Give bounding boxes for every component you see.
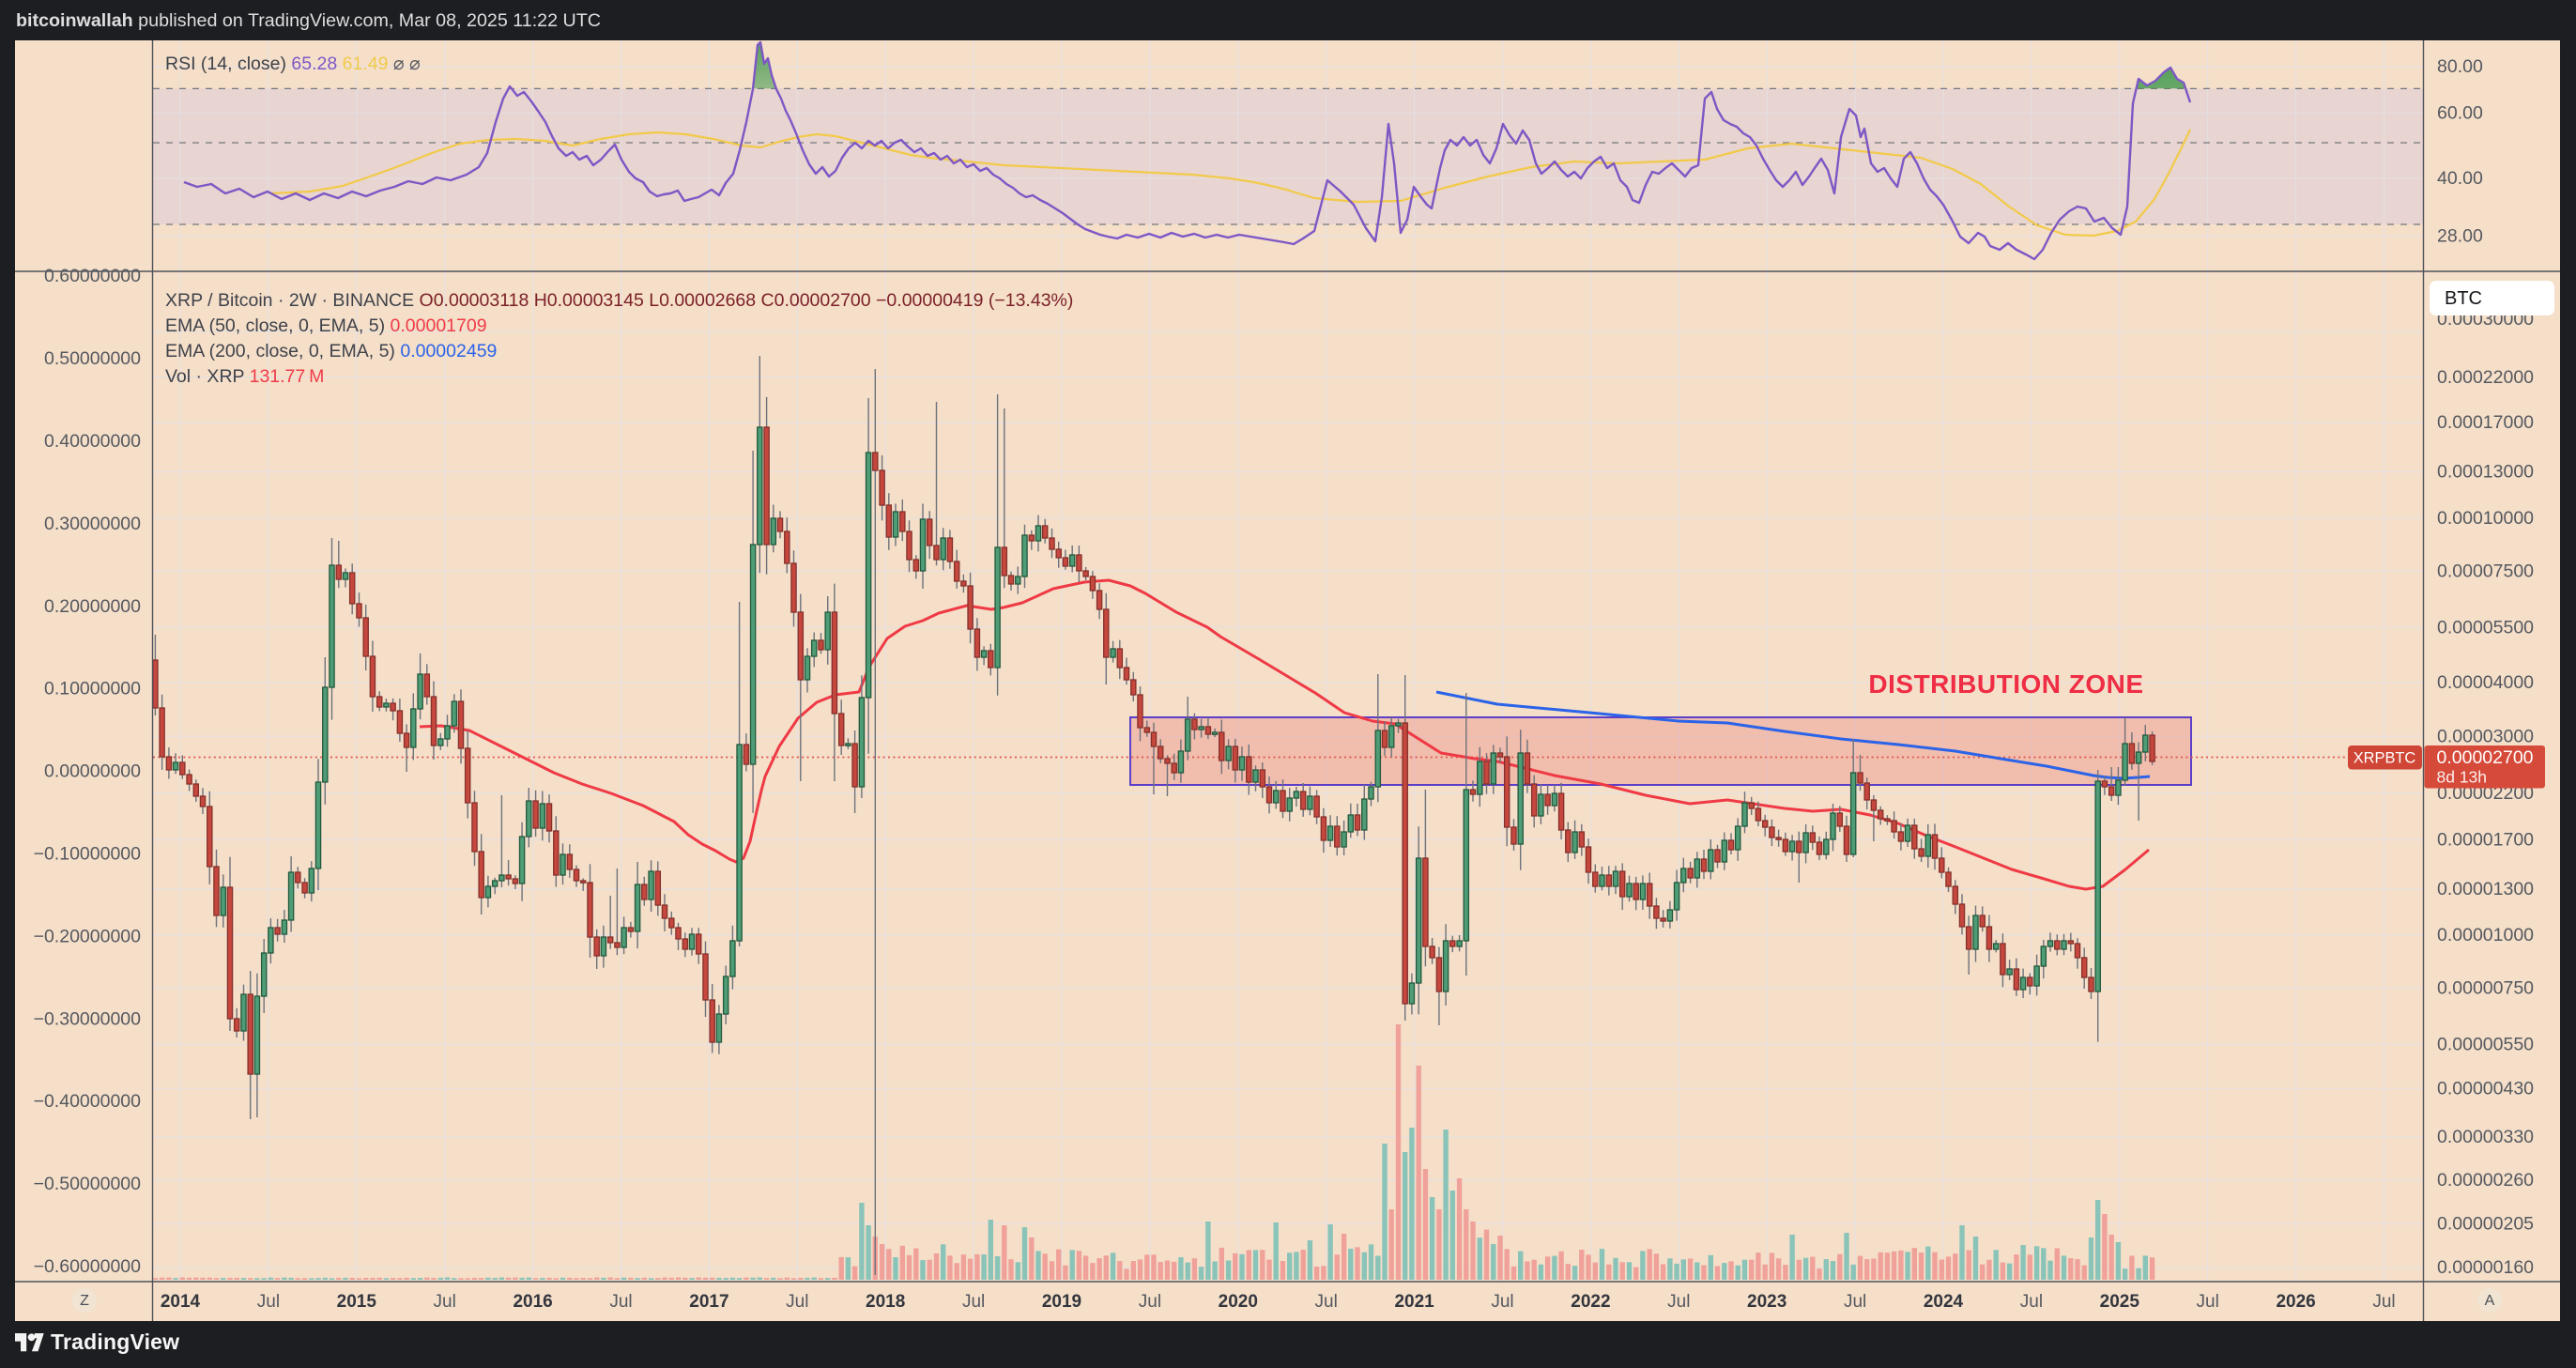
svg-text:0.00017000: 0.00017000 — [2437, 412, 2534, 433]
svg-text:60.00: 60.00 — [2437, 103, 2483, 124]
svg-text:−0.20000000: −0.20000000 — [34, 926, 142, 946]
svg-text:XRPBTC: XRPBTC — [2354, 749, 2416, 766]
svg-text:2022: 2022 — [1571, 1292, 1610, 1312]
svg-text:0.00010000: 0.00010000 — [2437, 508, 2534, 529]
svg-text:2014: 2014 — [161, 1292, 201, 1312]
svg-text:−0.60000000: −0.60000000 — [34, 1256, 142, 1277]
svg-text:Jul: Jul — [609, 1292, 632, 1312]
svg-text:BTC: BTC — [2445, 288, 2482, 309]
svg-text:0.00022000: 0.00022000 — [2437, 367, 2534, 388]
svg-text:2016: 2016 — [513, 1292, 552, 1312]
svg-text:0.50000000: 0.50000000 — [44, 348, 141, 369]
svg-text:Jul: Jul — [2372, 1292, 2395, 1312]
svg-text:−0.40000000: −0.40000000 — [34, 1091, 142, 1112]
svg-text:EMA (50, close, 0, EMA, 5) 0.: EMA (50, close, 0, EMA, 5) 0.00001709 — [165, 315, 487, 336]
svg-text:Jul: Jul — [1491, 1292, 1513, 1312]
svg-text:2025: 2025 — [2100, 1292, 2140, 1312]
svg-text:Jul: Jul — [962, 1292, 985, 1312]
svg-text:2023: 2023 — [1747, 1292, 1786, 1312]
svg-text:Vol · XRP 131.77 M: Vol · XRP 131.77 M — [165, 366, 324, 387]
svg-text:40.00: 40.00 — [2437, 168, 2483, 189]
svg-text:Jul: Jul — [2197, 1292, 2219, 1312]
svg-text:Jul: Jul — [434, 1292, 456, 1312]
svg-text:0.20000000: 0.20000000 — [44, 596, 141, 617]
svg-text:0.00002700: 0.00002700 — [2437, 747, 2534, 768]
svg-text:0.00000430: 0.00000430 — [2437, 1078, 2534, 1099]
svg-text:0.00000260: 0.00000260 — [2437, 1170, 2534, 1191]
svg-text:0.00001000: 0.00001000 — [2437, 925, 2534, 945]
svg-text:2015: 2015 — [337, 1292, 377, 1312]
svg-text:−0.30000000: −0.30000000 — [34, 1008, 142, 1029]
svg-text:2020: 2020 — [1219, 1292, 1258, 1312]
svg-text:0.10000000: 0.10000000 — [44, 679, 141, 699]
svg-text:0.00000330: 0.00000330 — [2437, 1127, 2534, 1147]
svg-text:0.00000750: 0.00000750 — [2437, 978, 2534, 999]
svg-text:A: A — [2485, 1293, 2495, 1309]
svg-text:2017: 2017 — [689, 1292, 728, 1312]
svg-text:0.00002200: 0.00002200 — [2437, 783, 2534, 804]
svg-text:0.00005500: 0.00005500 — [2437, 617, 2534, 638]
svg-text:0.00001700: 0.00001700 — [2437, 829, 2534, 850]
svg-text:2018: 2018 — [866, 1292, 905, 1312]
svg-text:0.00000000: 0.00000000 — [44, 761, 141, 782]
svg-text:Jul: Jul — [1667, 1292, 1690, 1312]
svg-text:XRP / Bitcoin · 2W · BINANCE: XRP / Bitcoin · 2W · BINANCE O0.00003118… — [165, 290, 1073, 311]
svg-text:0.00001300: 0.00001300 — [2437, 879, 2534, 899]
svg-text:80.00: 80.00 — [2437, 56, 2483, 77]
svg-text:0.00004000: 0.00004000 — [2437, 672, 2534, 693]
svg-text:0.40000000: 0.40000000 — [44, 431, 141, 452]
svg-text:Jul: Jul — [1844, 1292, 1866, 1312]
svg-text:DISTRIBUTION ZONE: DISTRIBUTION ZONE — [1868, 669, 2143, 699]
svg-text:0.00013000: 0.00013000 — [2437, 462, 2534, 483]
svg-text:Jul: Jul — [257, 1292, 280, 1312]
svg-text:Jul: Jul — [1139, 1292, 1161, 1312]
svg-text:28.00: 28.00 — [2437, 226, 2483, 247]
svg-text:0.00000205: 0.00000205 — [2437, 1213, 2534, 1234]
svg-text:−0.10000000: −0.10000000 — [34, 843, 142, 864]
svg-text:2026: 2026 — [2276, 1292, 2315, 1312]
svg-text:0.30000000: 0.30000000 — [44, 514, 141, 534]
svg-text:2019: 2019 — [1042, 1292, 1081, 1312]
svg-text:RSI (14, close) 65.28 61.49: RSI (14, close) 65.28 61.49 ⌀ ⌀ — [165, 54, 421, 74]
svg-text:2021: 2021 — [1394, 1292, 1434, 1312]
svg-text:−0.50000000: −0.50000000 — [34, 1174, 142, 1194]
svg-text:0.00007500: 0.00007500 — [2437, 561, 2534, 581]
svg-text:Jul: Jul — [2020, 1292, 2043, 1312]
svg-text:EMA (200, close, 0, EMA, 5) 0: EMA (200, close, 0, EMA, 5) 0.00002459 — [165, 341, 497, 361]
svg-text:Jul: Jul — [786, 1292, 808, 1312]
svg-text:8d 13h: 8d 13h — [2437, 768, 2488, 787]
svg-text:0.60000000: 0.60000000 — [44, 266, 141, 286]
svg-text:0.00003000: 0.00003000 — [2437, 726, 2534, 746]
svg-text:0.00000550: 0.00000550 — [2437, 1035, 2534, 1055]
svg-text:0.00000160: 0.00000160 — [2437, 1257, 2534, 1278]
svg-text:Z: Z — [80, 1293, 89, 1309]
svg-text:2024: 2024 — [1924, 1292, 1964, 1312]
svg-text:Jul: Jul — [1315, 1292, 1338, 1312]
